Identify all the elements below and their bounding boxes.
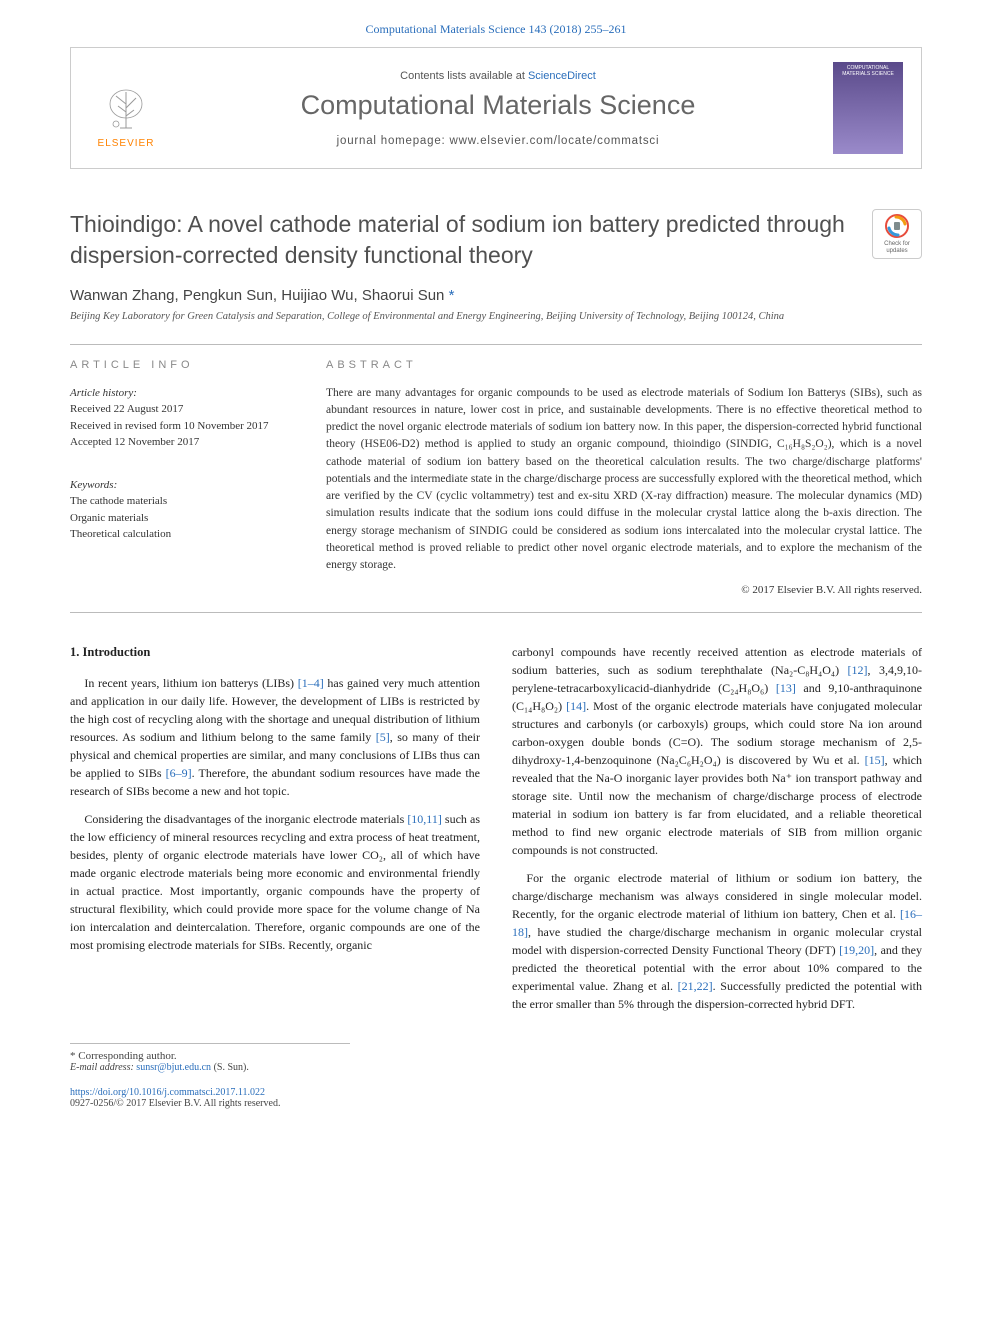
check-updates-badge[interactable]: Check for updates <box>872 209 922 259</box>
elsevier-tree-icon <box>102 86 150 134</box>
keywords-block: Keywords: The cathode materials Organic … <box>70 477 290 543</box>
doi-line: https://doi.org/10.1016/j.commatsci.2017… <box>70 1087 922 1098</box>
citation: Computational Materials Science 143 (201… <box>70 22 922 37</box>
publisher-name: ELSEVIER <box>98 138 155 149</box>
ref-link[interactable]: [14] <box>566 699 586 713</box>
keyword-1: The cathode materials <box>70 493 290 510</box>
abstract-column: ABSTRACT There are many advantages for o… <box>326 359 922 597</box>
publisher-logo: ELSEVIER <box>89 67 163 149</box>
updates-badge-text: Check for updates <box>873 241 921 254</box>
email-label: E-mail address: <box>70 1062 136 1073</box>
accepted-date: Accepted 12 November 2017 <box>70 434 290 451</box>
p2-text-b: such as the low efficiency of mineral re… <box>70 812 480 952</box>
ref-link[interactable]: [10,11] <box>407 812 442 826</box>
abstract-label: ABSTRACT <box>326 359 922 371</box>
doi-link[interactable]: https://doi.org/10.1016/j.commatsci.2017… <box>70 1087 265 1098</box>
article-info-column: ARTICLE INFO Article history: Received 2… <box>70 359 290 597</box>
ref-link[interactable]: [5] <box>376 730 390 744</box>
corresponding-marker: * <box>444 287 454 304</box>
received-date: Received 22 August 2017 <box>70 401 290 418</box>
cover-title: COMPUTATIONAL MATERIALS SCIENCE <box>837 66 899 77</box>
ref-link[interactable]: [12] <box>848 663 868 677</box>
homepage-label: journal homepage: <box>337 135 450 147</box>
corr-author-label: * Corresponding author. <box>70 1050 350 1062</box>
affiliation: Beijing Key Laboratory for Green Catalys… <box>70 310 922 324</box>
journal-cover-thumbnail: COMPUTATIONAL MATERIALS SCIENCE <box>833 62 903 154</box>
keyword-3: Theoretical calculation <box>70 526 290 543</box>
ref-link[interactable]: [19,20] <box>839 943 874 957</box>
article-history: Article history: Received 22 August 2017… <box>70 385 290 451</box>
ref-link[interactable]: [15] <box>865 753 885 767</box>
author-list: Wanwan Zhang, Pengkun Sun, Huijiao Wu, S… <box>70 287 922 304</box>
ref-link[interactable]: [13] <box>776 681 796 695</box>
paragraph-4: For the organic electrode material of li… <box>512 869 922 1013</box>
ref-link[interactable]: [21,22] <box>678 979 713 993</box>
keywords-label: Keywords: <box>70 477 290 494</box>
journal-header-box: ELSEVIER Contents lists available at Sci… <box>70 47 922 169</box>
article-title: Thioindigo: A novel cathode material of … <box>70 209 852 271</box>
p1-text-a: In recent years, lithium ion batterys (L… <box>84 676 297 690</box>
check-updates-icon <box>884 213 910 239</box>
intro-heading: 1. Introduction <box>70 643 480 662</box>
ref-link[interactable]: [6–9] <box>166 766 192 780</box>
journal-homepage: journal homepage: www.elsevier.com/locat… <box>163 135 833 147</box>
journal-title: Computational Materials Science <box>163 90 833 121</box>
body-two-column: 1. Introduction In recent years, lithium… <box>0 613 992 1043</box>
authors-names: Wanwan Zhang, Pengkun Sun, Huijiao Wu, S… <box>70 287 444 304</box>
history-label: Article history: <box>70 385 290 402</box>
email-link[interactable]: sunsr@bjut.edu.cn <box>136 1062 211 1073</box>
abstract-text: There are many advantages for organic co… <box>326 385 922 575</box>
ref-link[interactable]: [1–4] <box>298 676 324 690</box>
p3-text-e: , which revealed that the Na-O inorganic… <box>512 753 922 857</box>
abstract-copyright: © 2017 Elsevier B.V. All rights reserved… <box>326 584 922 596</box>
p2-text-a: Considering the disadvantages of the ino… <box>84 812 407 826</box>
issn-copyright: 0927-0256/© 2017 Elsevier B.V. All right… <box>70 1098 922 1109</box>
keyword-2: Organic materials <box>70 510 290 527</box>
corresponding-footnote: * Corresponding author. E-mail address: … <box>70 1043 350 1073</box>
page-footer: * Corresponding author. E-mail address: … <box>0 1043 992 1129</box>
sciencedirect-link[interactable]: ScienceDirect <box>528 70 596 82</box>
p4-text-a: For the organic electrode material of li… <box>512 871 922 921</box>
paragraph-3: carbonyl compounds have recently receive… <box>512 643 922 859</box>
contents-available-line: Contents lists available at ScienceDirec… <box>163 70 833 82</box>
contents-prefix: Contents lists available at <box>400 70 528 82</box>
email-suffix: (S. Sun). <box>211 1062 249 1073</box>
paragraph-2: Considering the disadvantages of the ino… <box>70 810 480 954</box>
left-column: 1. Introduction In recent years, lithium… <box>70 643 480 1023</box>
revised-date: Received in revised form 10 November 201… <box>70 418 290 435</box>
homepage-url[interactable]: www.elsevier.com/locate/commatsci <box>450 135 660 147</box>
right-column: carbonyl compounds have recently receive… <box>512 643 922 1023</box>
paragraph-1: In recent years, lithium ion batterys (L… <box>70 674 480 800</box>
article-info-label: ARTICLE INFO <box>70 359 290 371</box>
